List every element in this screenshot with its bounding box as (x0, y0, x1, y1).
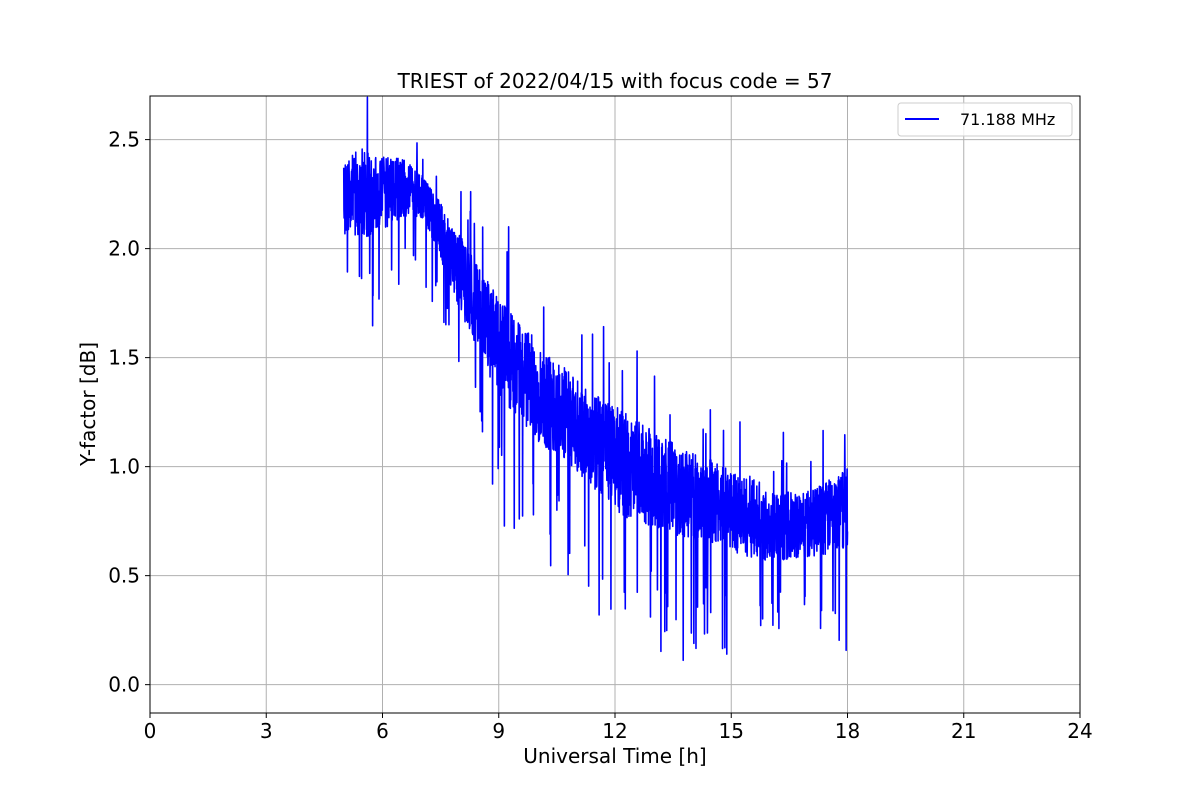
chart-title: TRIEST of 2022/04/15 with focus code = 5… (397, 69, 833, 93)
x-tick-label: 12 (602, 719, 627, 743)
x-tick-label: 18 (835, 719, 860, 743)
x-tick-label: 0 (144, 719, 157, 743)
x-axis-label: Universal Time [h] (523, 744, 706, 768)
x-tick-label: 24 (1067, 719, 1092, 743)
y-tick-label: 1.0 (108, 455, 140, 479)
legend-label-71-188-mhz: 71.188 MHz (960, 110, 1055, 129)
x-tick-label: 9 (492, 719, 505, 743)
series-line-71-188-mhz (342, 96, 849, 662)
series-layer (342, 96, 849, 662)
x-tick-label: 15 (719, 719, 744, 743)
y-tick-label: 1.5 (108, 346, 140, 370)
x-tick-label: 21 (951, 719, 976, 743)
legend-box (897, 102, 1073, 137)
y-tick-label: 0.0 (108, 673, 140, 697)
x-tick-label: 3 (260, 719, 273, 743)
x-tick-label: 6 (376, 719, 389, 743)
y-tick-label: 2.0 (108, 237, 140, 261)
y-axis-label: Y-factor [dB] (76, 342, 100, 467)
y-tick-label: 0.5 (108, 564, 140, 588)
legend: 71.188 MHz (897, 102, 1073, 137)
y-tick-label: 2.5 (108, 128, 140, 152)
axis-ticks: 0 3 6 9 12 15 18 21 24 0.0 0.5 1.0 1.5 2.0 2.5 (108, 128, 1093, 743)
